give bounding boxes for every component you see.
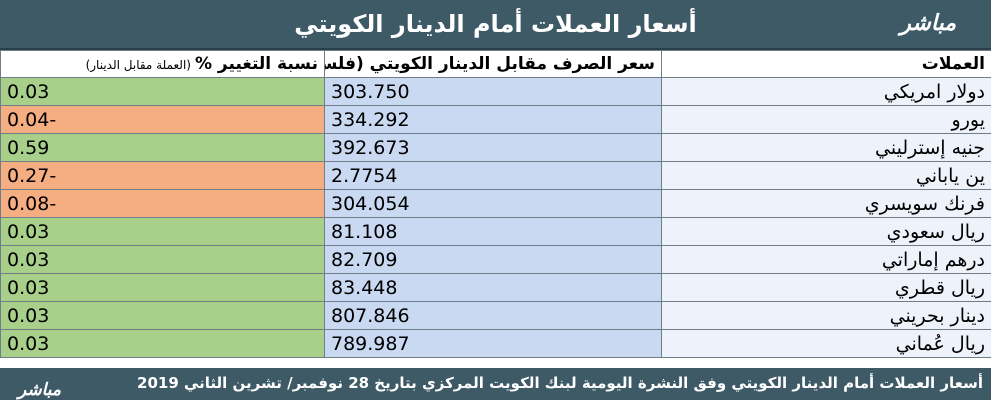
column-header-currency: العملات [661,50,991,78]
change-percent: 0.03 [0,217,325,246]
exchange-rate: 334.292 [324,105,662,134]
exchange-rate: 392.673 [324,133,662,162]
table-row: جنيه إسترليني 392.673 0.59 [0,133,991,162]
currency-name: دينار بحريني [661,301,991,330]
exchange-rate: 83.448 [324,273,662,302]
table-row: دينار بحريني 807.846 0.03 [0,301,991,330]
exchange-rate: 304.054 [324,189,662,218]
rates-table: العملات سعر الصرف مقابل الدينار الكويتي … [0,50,991,358]
change-header-note: (العملة مقابل الدينار) [85,58,191,72]
change-percent: 0.59 [0,133,325,162]
table-row: فرنك سويسري 304.054 -0.08 [0,189,991,218]
exchange-rate: 303.750 [324,77,662,106]
table-row: درهم إماراتي 82.709 0.03 [0,245,991,274]
footer-logo: مباشر [18,380,62,400]
table-row: ريال عُماني 789.987 0.03 [0,329,991,358]
exchange-rate: 82.709 [324,245,662,274]
change-percent: 0.03 [0,245,325,274]
currency-name: ين ياباني [661,161,991,190]
currency-name: ريال قطري [661,273,991,302]
table-row: يورو 334.292 -0.04 [0,105,991,134]
table-row: ين ياباني 2.7754 -0.27 [0,161,991,190]
table-row: ريال قطري 83.448 0.03 [0,273,991,302]
change-percent: 0.03 [0,329,325,358]
change-percent: 0.03 [0,301,325,330]
change-percent: 0.03 [0,77,325,106]
change-percent: -0.27 [0,161,325,190]
change-header-label: نسبة التغيير % [194,54,318,74]
currency-name: دولار امريكي [661,77,991,106]
exchange-rate: 807.846 [324,301,662,330]
change-percent: -0.04 [0,105,325,134]
table-row: دولار امريكي 303.750 0.03 [0,77,991,106]
column-header-change: نسبة التغيير %(العملة مقابل الدينار) [0,50,325,78]
exchange-rate: 81.108 [324,217,662,246]
column-header-rate: سعر الصرف مقابل الدينار الكويتي (فلس/وحد… [324,50,662,78]
page-title: أسعار العملات أمام الدينار الكويتي [294,10,697,38]
header-bar: أسعار العملات أمام الدينار الكويتي مباشر [0,0,991,50]
currency-name: فرنك سويسري [661,189,991,218]
currency-name: درهم إماراتي [661,245,991,274]
exchange-rate: 789.987 [324,329,662,358]
table-header-row: العملات سعر الصرف مقابل الدينار الكويتي … [0,50,991,78]
currency-name: ريال سعودي [661,217,991,246]
change-percent: 0.03 [0,273,325,302]
footer-note: أسعار العملات أمام الدينار الكويتي وفق ا… [137,374,983,392]
footer-bar: مباشر أسعار العملات أمام الدينار الكويتي… [0,368,991,400]
currency-name: جنيه إسترليني [661,133,991,162]
table-row: ريال سعودي 81.108 0.03 [0,217,991,246]
currency-name: يورو [661,105,991,134]
change-percent: -0.08 [0,189,325,218]
currency-name: ريال عُماني [661,329,991,358]
exchange-rate: 2.7754 [324,161,662,190]
brand-logo: مباشر [900,10,956,36]
